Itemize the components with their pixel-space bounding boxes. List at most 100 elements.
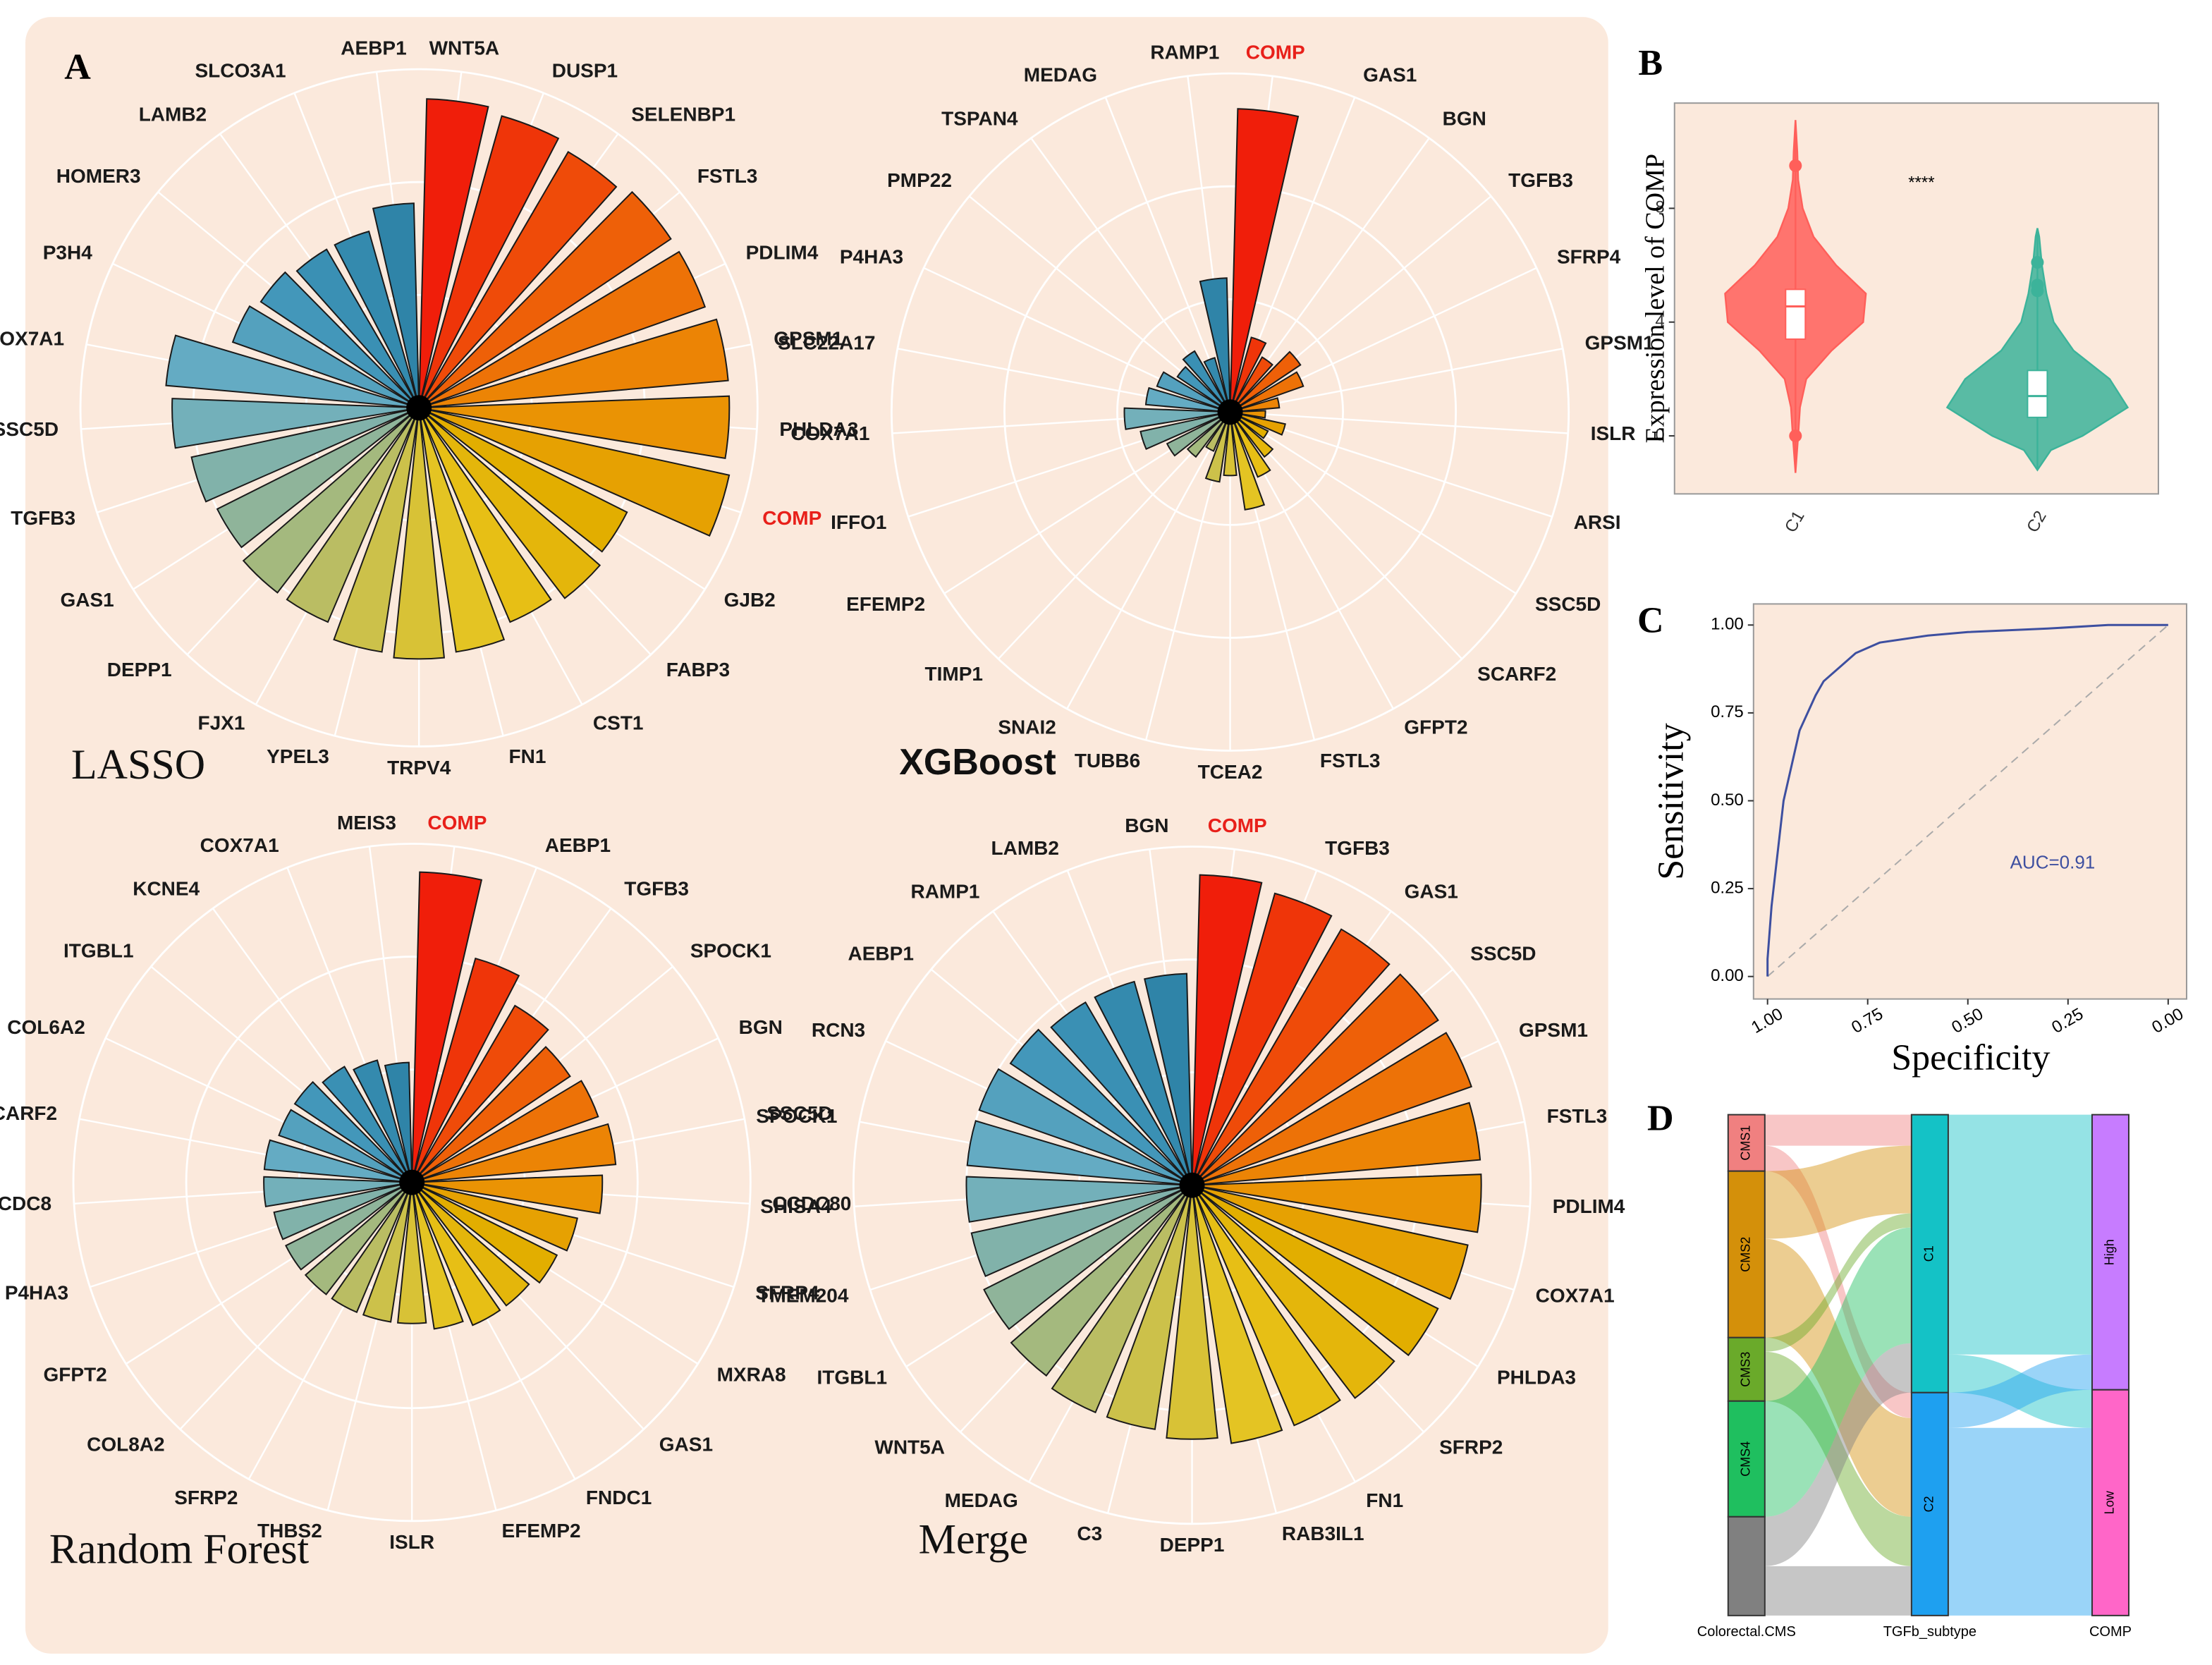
bar — [1009, 1028, 1193, 1186]
bar — [1191, 1184, 1439, 1357]
category-label: SFRP4 — [755, 1281, 819, 1303]
bar — [1106, 1185, 1193, 1430]
category-label: LAMB2 — [991, 837, 1059, 859]
bar — [970, 1184, 1192, 1277]
category-label: YPEL3 — [267, 745, 329, 767]
node-label: CMS4 — [1739, 1441, 1753, 1477]
category-label: AEBP1 — [848, 943, 914, 965]
node — [2091, 1114, 2129, 1391]
bar — [411, 957, 520, 1183]
bar — [1199, 277, 1231, 413]
bar — [419, 395, 731, 460]
x-axis-label: Specificity — [1891, 1038, 2050, 1078]
category-label: HOMER3 — [56, 165, 141, 187]
category-label: DEPP1 — [107, 659, 172, 681]
node-label: CMS1 — [1739, 1126, 1753, 1161]
box — [1785, 288, 1807, 340]
x-tick-label: 0.00 — [2149, 1004, 2187, 1037]
category-label: COX7A1 — [790, 422, 869, 444]
roc-curve — [1766, 623, 2168, 977]
flow — [1948, 1354, 2092, 1428]
center-dot — [1179, 1172, 1205, 1198]
x-tick-label: 1.00 — [1748, 1004, 1786, 1037]
category-label: ARSI — [1574, 511, 1621, 533]
spoke — [1066, 411, 1231, 709]
category-label: C3 — [1077, 1523, 1102, 1544]
category-label: TMEM204 — [757, 1284, 849, 1306]
category-label: RCN3 — [812, 1019, 865, 1041]
bar — [1191, 892, 1333, 1186]
category-label: COMP — [427, 812, 487, 834]
bar — [1176, 365, 1231, 413]
category-label: SPOCK1 — [690, 940, 771, 962]
bar — [1094, 980, 1193, 1186]
category-label: GPSM1 — [1519, 1019, 1588, 1041]
bar — [285, 1181, 413, 1271]
bar — [418, 407, 628, 553]
node-label: CMS3 — [1739, 1352, 1753, 1387]
bar — [1191, 973, 1439, 1186]
node — [1910, 1114, 1949, 1393]
x-tick-label: 0.75 — [1848, 1004, 1886, 1037]
panel-letter: A — [64, 47, 91, 87]
bar — [411, 1181, 530, 1307]
category-label: EFEMP2 — [846, 593, 925, 615]
bar — [242, 407, 420, 594]
bar — [353, 1059, 413, 1183]
bar — [411, 1123, 617, 1183]
bar — [263, 1139, 413, 1183]
center-dot — [1217, 399, 1243, 425]
category-label: TRPV4 — [387, 757, 451, 779]
category-label: PHLDA3 — [1497, 1366, 1576, 1388]
bar — [216, 407, 420, 549]
category-label: GFPT2 — [1404, 716, 1467, 738]
bar — [333, 407, 420, 653]
bar — [1229, 108, 1300, 413]
flow — [1764, 1238, 1912, 1517]
category-label: PMP22 — [887, 169, 952, 191]
bar — [1139, 411, 1230, 451]
category-label: FSTL3 — [697, 165, 758, 187]
bar — [418, 318, 729, 409]
chart-title: XGBoost — [899, 742, 1056, 783]
category-label: MEDAG — [945, 1489, 1018, 1511]
category-label: ISLR — [1591, 422, 1636, 444]
category-label: LAMB2 — [139, 103, 207, 125]
bar — [1192, 1102, 1481, 1186]
bar — [1191, 1185, 1283, 1444]
category-label: WNT5A — [874, 1436, 945, 1458]
bar — [171, 398, 420, 449]
bar — [412, 1174, 604, 1214]
bar — [411, 1182, 501, 1326]
bar — [418, 115, 560, 408]
bar — [1192, 1032, 1473, 1186]
category-label: SCARF2 — [1477, 663, 1556, 685]
category-label: GJB2 — [724, 589, 776, 611]
chart-title: LASSO — [71, 741, 205, 788]
bar — [397, 1182, 427, 1324]
category-label: COMP — [1208, 815, 1267, 836]
category-label: DEPP1 — [1160, 1534, 1225, 1556]
bar — [293, 1080, 413, 1183]
bar — [1144, 972, 1193, 1185]
reference-line — [1767, 624, 2169, 977]
category-label: EFEMP2 — [502, 1520, 581, 1542]
category-label: TGFB3 — [1508, 169, 1573, 191]
bar — [411, 1181, 578, 1252]
bar — [1182, 350, 1231, 413]
y-axis-label: Sensitivity — [1651, 723, 1692, 879]
column-label: Colorectal.CMS — [1697, 1624, 1796, 1640]
annotation: AUC=0.91 — [2010, 851, 2096, 872]
category-label: COMP — [762, 507, 821, 529]
category-label: SSC5D — [1535, 593, 1601, 615]
category-label: TSPAN4 — [941, 107, 1018, 129]
bar — [983, 1184, 1193, 1331]
category-label: BGN — [1125, 815, 1168, 836]
category-label: RAMP1 — [1150, 42, 1219, 63]
spoke — [1230, 348, 1563, 413]
category-label: FSTL3 — [1547, 1105, 1608, 1127]
center-dot — [406, 395, 432, 421]
bar — [1229, 411, 1266, 511]
node — [2091, 1389, 2129, 1616]
category-label: ISLR — [389, 1531, 434, 1553]
